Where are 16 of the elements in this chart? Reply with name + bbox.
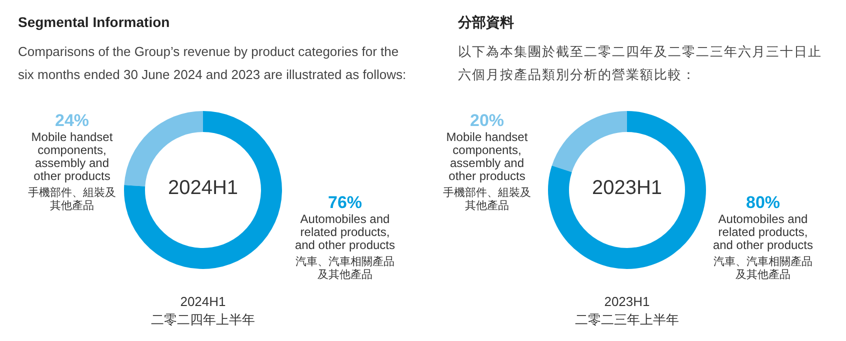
chart-subtitle: Comparisons of the Group’s revenue by product categories for the six months ended 30 June 2024 and 2023 are illustrated as follows: bbox=[18, 43, 408, 84]
chart-title: Segmental Information bbox=[18, 14, 170, 30]
chart-title: 分部資料 bbox=[458, 14, 514, 32]
data-label: 76% bbox=[326, 193, 364, 213]
slice-label: Mobile handset components, assembly and other products 手機部件、組裝及其他產品 bbox=[442, 130, 532, 213]
slice-label: Automobiles and related products, and other products 汽車、汽車相關產品及其他產品 bbox=[712, 212, 814, 282]
data-label: 24% bbox=[54, 111, 90, 131]
slice-label: Mobile handset components, assembly and other products 手機部件、組裝及其他產品 bbox=[27, 130, 117, 213]
slice-label: Automobiles and related products, and other products 汽車、汽車相關產品及其他產品 bbox=[294, 212, 396, 282]
text: 2023H1 bbox=[590, 177, 664, 200]
text: 2024H1 bbox=[166, 177, 240, 200]
chart-subtitle: 以下為本集團於截至二零二四年及二零二三年六月三十日止六個月按產品類別分析的營業額比較： bbox=[458, 43, 823, 84]
text: 2023H1 二零二三年上半年 bbox=[574, 293, 680, 329]
data-label: 80% bbox=[744, 193, 782, 213]
data-label: 20% bbox=[468, 111, 506, 131]
text: 2024H1 二零二四年上半年 bbox=[150, 293, 256, 329]
